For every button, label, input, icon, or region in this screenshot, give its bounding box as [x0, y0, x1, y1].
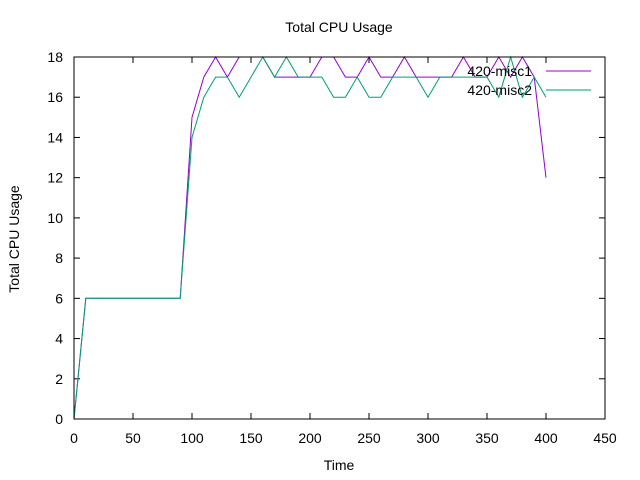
plot-frame: [73, 56, 606, 420]
x-tick-label: 400: [534, 430, 558, 446]
x-tick-label: 250: [357, 430, 381, 446]
chart-title: Total CPU Usage: [285, 19, 393, 35]
x-axis: 0 50 100 150 200 250 300 350 400 450: [70, 57, 617, 446]
y-tick-label: 14: [47, 129, 63, 145]
y-tick-label: 18: [47, 49, 63, 65]
x-tick-label: 150: [239, 430, 263, 446]
x-tick-label: 450: [593, 430, 617, 446]
y-tick-label: 10: [47, 210, 63, 226]
y-tick-label: 2: [55, 371, 63, 387]
x-tick-label: 350: [475, 430, 499, 446]
x-tick-label: 100: [180, 430, 204, 446]
x-tick-label: 0: [70, 430, 78, 446]
x-tick-label: 200: [298, 430, 322, 446]
series-line-420-misc2: [73, 55, 547, 420]
y-tick-label: 0: [55, 411, 63, 427]
series-line-420-misc1: [73, 56, 547, 420]
legend-label: 420-misc1: [467, 63, 532, 79]
x-axis-title: Time: [324, 457, 355, 473]
y-tick-label: 4: [55, 331, 63, 347]
y-tick-label: 6: [55, 290, 63, 306]
legend-label: 420-misc2: [467, 82, 532, 98]
series-layer: [73, 55, 547, 420]
y-tick-label: 16: [47, 89, 63, 105]
y-tick-label: 12: [47, 170, 63, 186]
y-axis: 0 2 4 6 8 10 12 14 16 18: [47, 49, 605, 427]
x-tick-label: 300: [416, 430, 440, 446]
legend: 420-misc1 420-misc2: [467, 63, 591, 98]
y-tick-label: 8: [55, 250, 63, 266]
x-tick-label: 50: [125, 430, 141, 446]
y-axis-title: Total CPU Usage: [6, 185, 22, 293]
